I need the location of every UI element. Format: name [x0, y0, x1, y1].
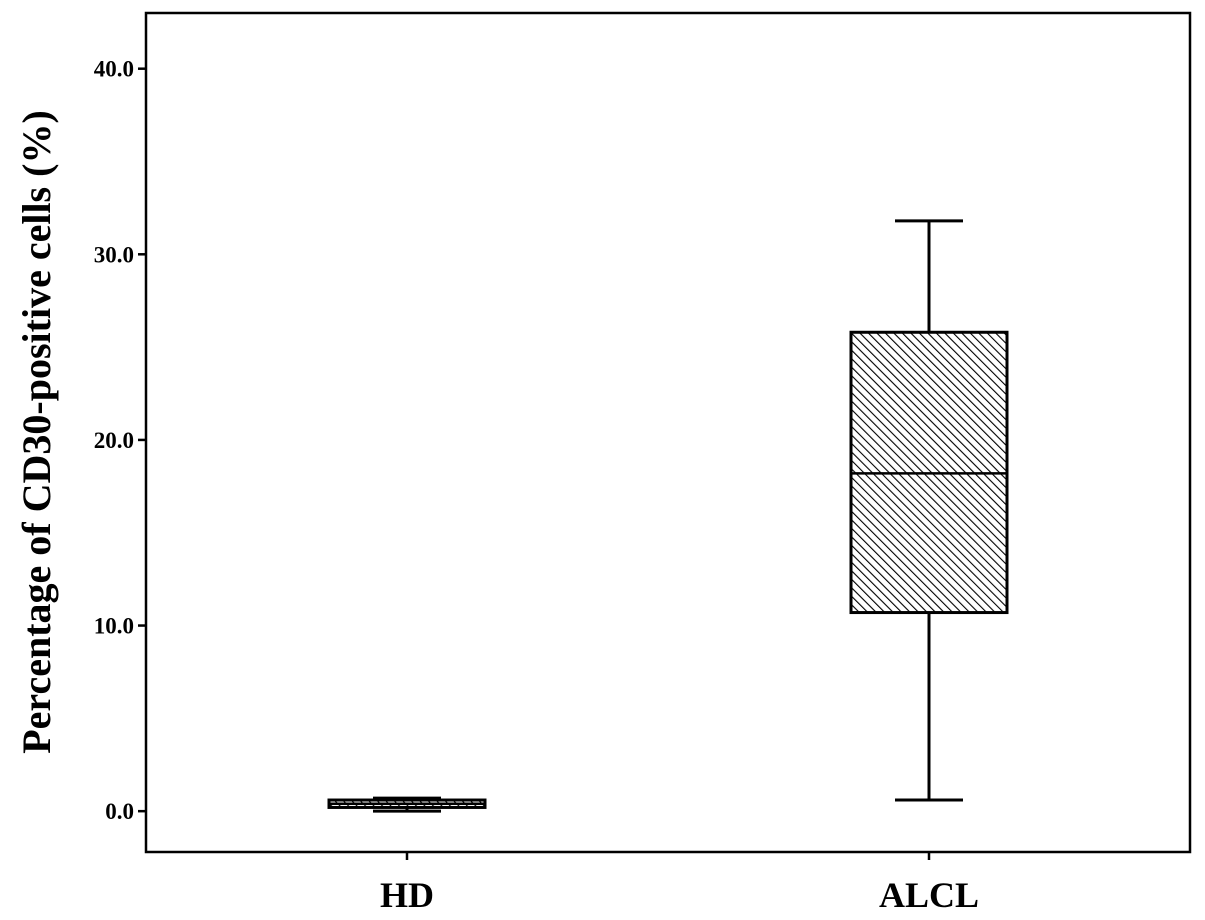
boxes [327, 219, 1009, 813]
y-tick-label-1: 10.0 [94, 614, 134, 639]
y-tick-label-4: 40.0 [94, 57, 134, 82]
x-category-label-0: HD [380, 875, 434, 915]
y-tick-label-0: 0.0 [105, 799, 134, 824]
x-category-label-1: ALCL [879, 875, 979, 915]
y-axis: 0.0 10.0 20.0 30.0 40.0 [94, 57, 146, 824]
plot-area-frame [144, 11, 1192, 854]
x-axis: HD ALCL [380, 852, 979, 915]
y-tick-label-3: 30.0 [94, 242, 134, 267]
y-axis-title: Percentage of CD30-positive cells (%) [14, 110, 59, 754]
y-tick-label-2: 20.0 [94, 428, 134, 453]
